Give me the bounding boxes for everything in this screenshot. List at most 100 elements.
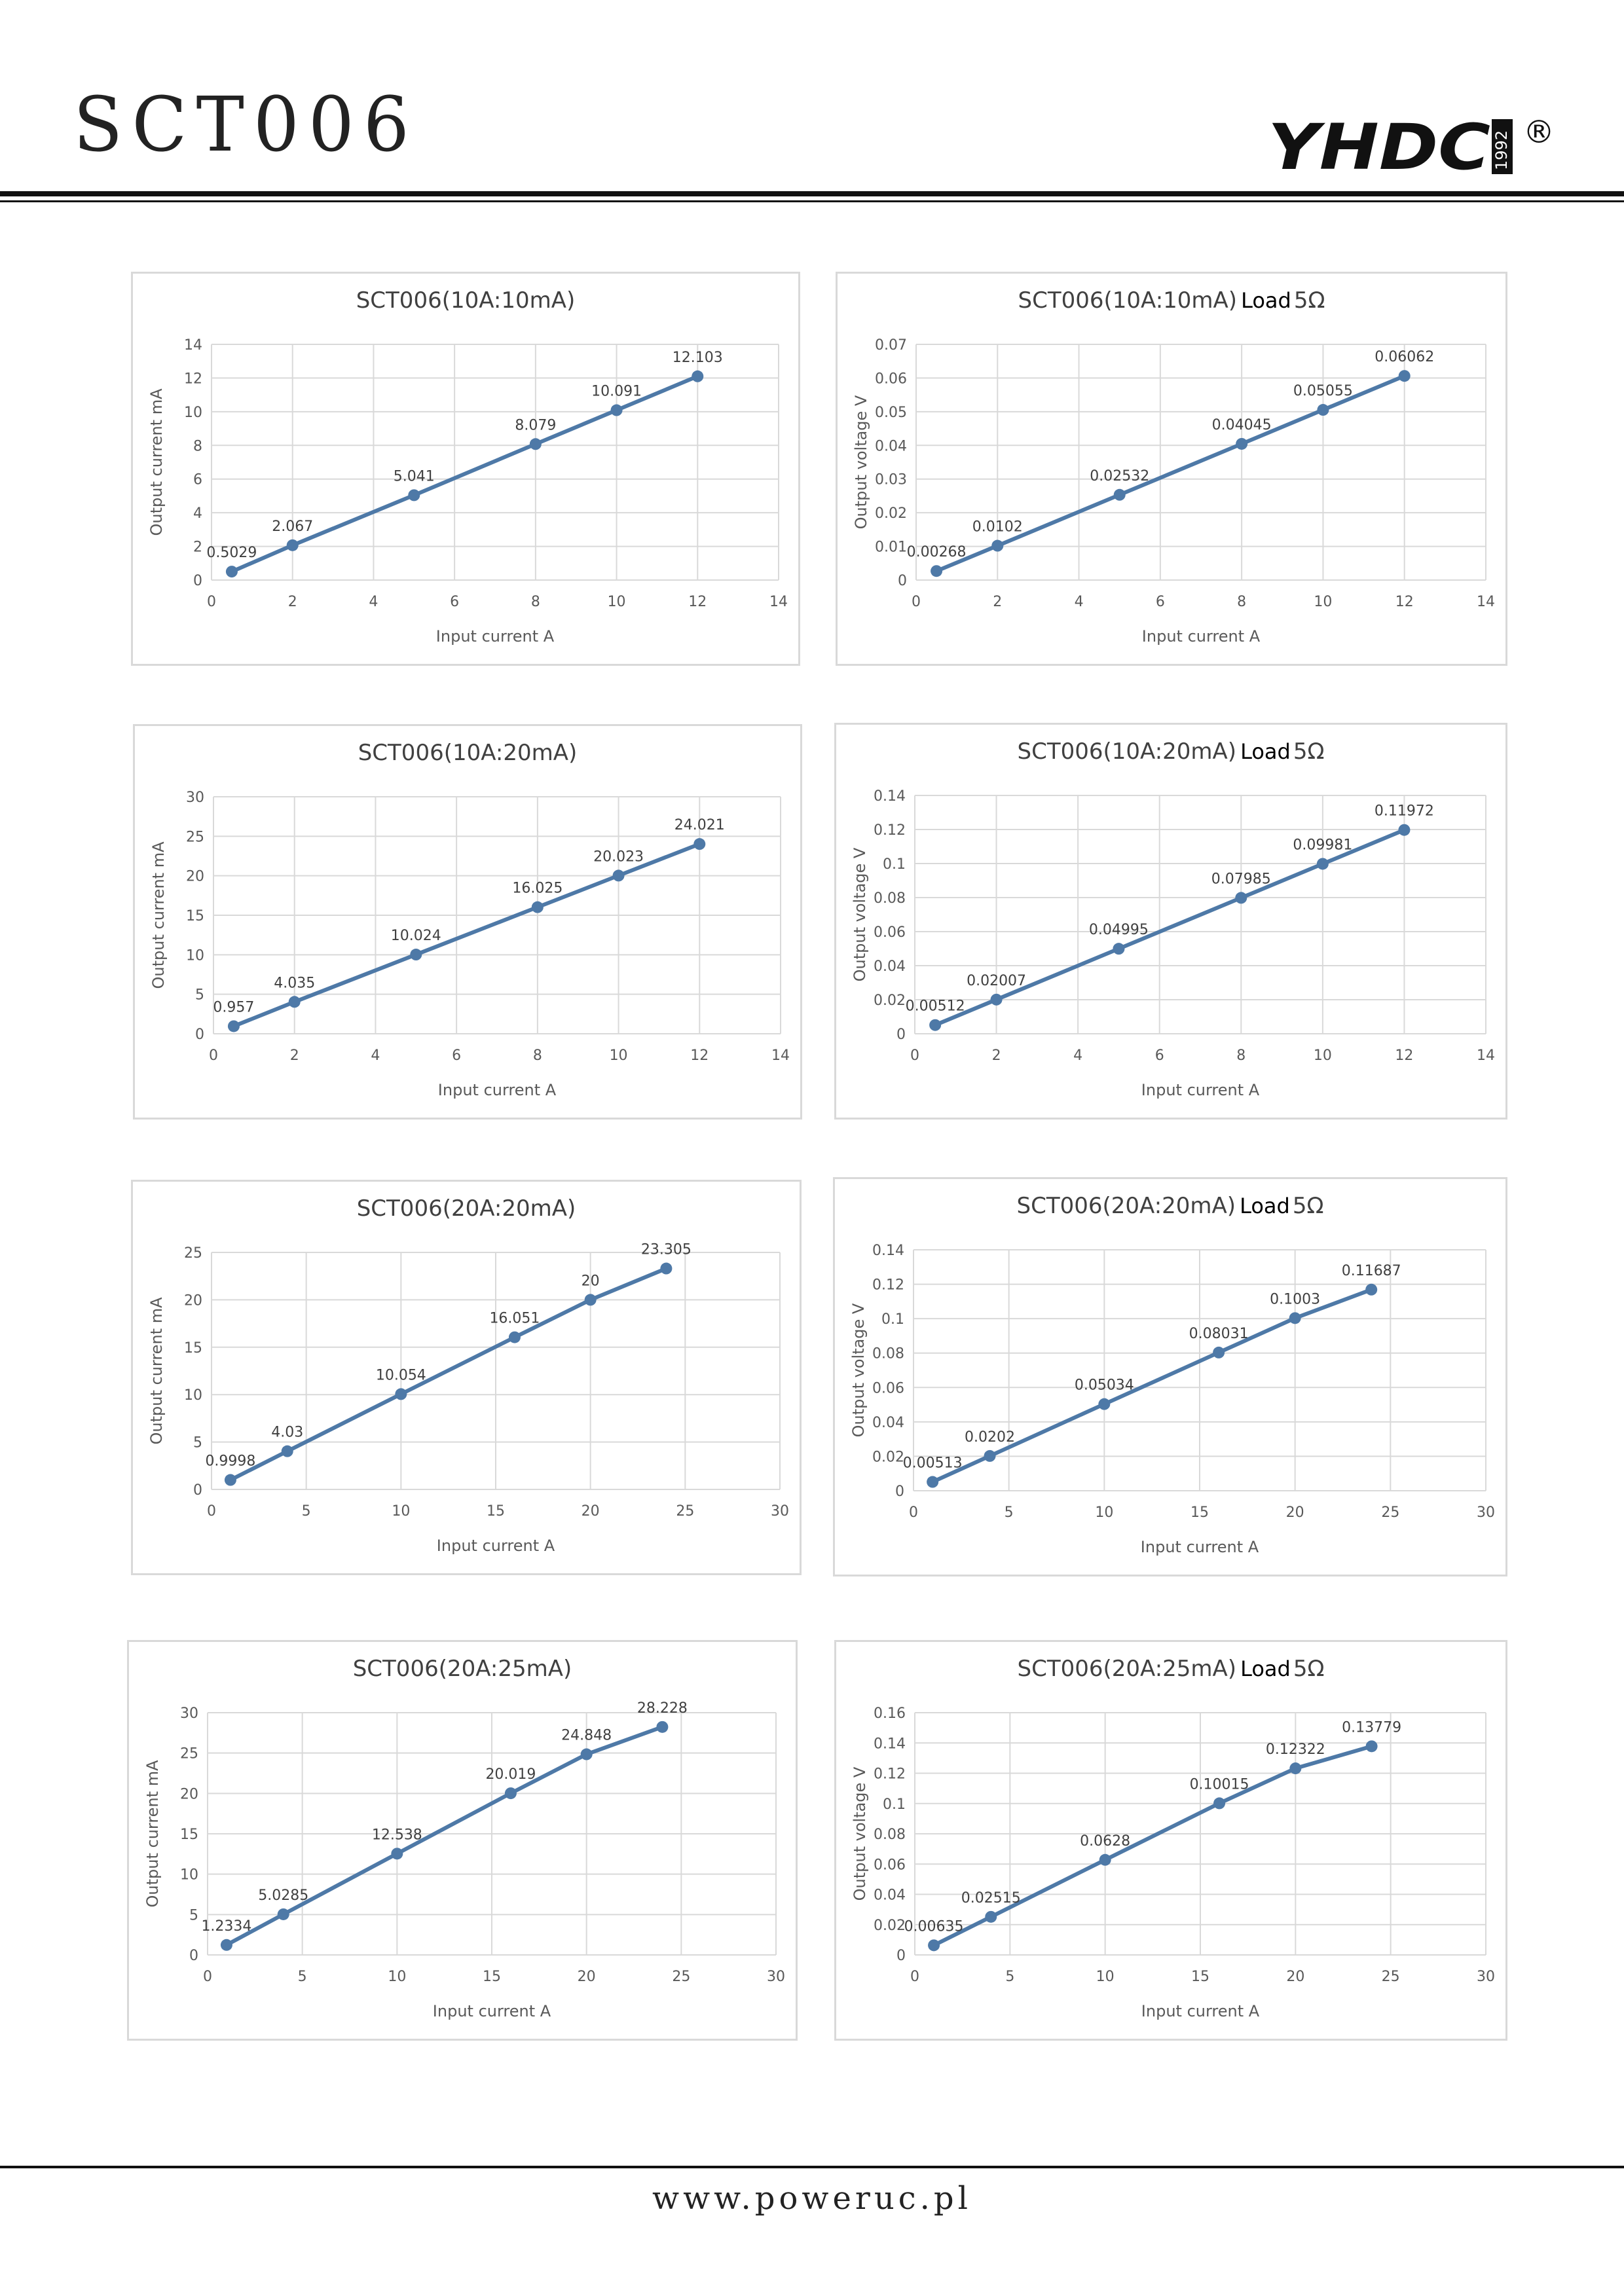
brand-year: 1992 (1492, 130, 1511, 170)
x-tick-label: 25 (672, 1969, 690, 1985)
data-label: 0.00513 (903, 1455, 963, 1472)
series-line (932, 1744, 1373, 1948)
x-tick-label: 12 (688, 594, 707, 610)
data-point (224, 1474, 236, 1486)
y-tick-label: 15 (184, 1340, 202, 1357)
data-point (656, 1721, 669, 1733)
x-tick-label: 12 (1395, 1048, 1413, 1064)
data-label: 4.035 (274, 975, 315, 991)
x-tick-label: 20 (578, 1969, 596, 1985)
y-tick-label: 0.06 (874, 924, 906, 941)
y-tick-label: 0.12 (874, 1766, 906, 1783)
data-label: 0.02515 (961, 1890, 1021, 1906)
y-tick-label: 0.01 (875, 539, 907, 556)
x-tick-label: 14 (1477, 1048, 1495, 1064)
y-tick-label: 0.02 (875, 505, 907, 522)
data-point (508, 1331, 521, 1343)
data-label: 0.05034 (1075, 1377, 1134, 1394)
data-point (391, 1848, 403, 1860)
y-tick-label: 5 (189, 1907, 198, 1923)
x-tick-label: 10 (388, 1969, 406, 1985)
y-tick-label: 0.06 (874, 1857, 906, 1873)
y-tick-label: 0.07 (875, 337, 907, 354)
registered-mark: ® (1523, 114, 1555, 151)
data-label: 0.05055 (1293, 383, 1353, 399)
y-tick-label: 0.03 (875, 472, 907, 488)
data-point (1289, 1762, 1302, 1775)
brand-year-box (1492, 119, 1513, 174)
x-tick-label: 8 (1237, 594, 1246, 610)
y-tick-label: 0.05 (875, 405, 907, 421)
y-tick-label: 0.06 (875, 371, 907, 387)
y-tick-label: 20 (186, 869, 204, 885)
x-tick-label: 20 (1286, 1504, 1304, 1521)
y-tick-label: 0 (898, 573, 907, 589)
chart-panel-2: SCT006(10A:10mA) Load 5Ω 0 0.01 0.02 0.03 0.04 0… (836, 272, 1507, 666)
series-line (232, 842, 701, 1029)
x-tick-label: 2 (290, 1048, 299, 1064)
data-label: 0.04045 (1212, 417, 1272, 433)
x-tick-label: 10 (1314, 1048, 1332, 1064)
data-point (985, 1910, 997, 1923)
x-tick-label: 10 (608, 594, 626, 610)
chart-panel-6: SCT006(20A:20mA) Load 5Ω 0 0.02 0.04 0.06 0.08 0… (833, 1177, 1507, 1576)
data-label: 0.12322 (1266, 1741, 1325, 1758)
y-tick-label: 10 (186, 947, 204, 964)
data-label: 8.079 (515, 417, 556, 433)
data-point (991, 539, 1004, 552)
y-tick-label: 14 (184, 337, 202, 354)
x-axis-title: Input current A (436, 627, 555, 646)
x-tick-label: 0 (912, 594, 921, 610)
x-axis-title: Input current A (1141, 2002, 1260, 2020)
x-tick-label: 15 (1190, 1504, 1209, 1521)
y-tick-label: 0 (193, 1482, 202, 1499)
data-point (504, 1787, 517, 1800)
y-tick-label: 8 (193, 438, 202, 454)
data-point (693, 838, 706, 850)
x-tick-label: 25 (1382, 1969, 1400, 1985)
y-tick-label: 0.14 (874, 788, 906, 805)
y-tick-label: 0.08 (874, 1827, 906, 1843)
chart-panel-3: SCT006(10A:20mA) 0 5 10 15 20 25 30 0 2 4 6 8 10 12 14 I… (133, 724, 802, 1120)
brand-logo: YHDC 1992 ® (1268, 111, 1555, 183)
chart-title-text: SCT006(10A:10mA) (1018, 287, 1238, 314)
data-label: 12.103 (673, 350, 723, 366)
x-axis-title: Input current A (1141, 1538, 1259, 1556)
x-tick-label: 0 (207, 594, 216, 610)
x-tick-label: 5 (302, 1503, 311, 1520)
x-tick-label: 12 (1395, 594, 1414, 610)
brand-name: YHDC (1268, 111, 1490, 183)
x-tick-label: 10 (1314, 594, 1332, 610)
x-tick-label: 0 (910, 1969, 919, 1985)
data-point (531, 901, 544, 913)
x-tick-label: 14 (769, 594, 788, 610)
chart-title-text: SCT006(10A:20mA) (1018, 738, 1237, 765)
x-tick-label: 6 (452, 1048, 461, 1064)
x-tick-label: 10 (392, 1503, 410, 1520)
data-point (529, 438, 542, 450)
y-axis-title: Output voltage V (851, 1766, 869, 1901)
y-axis-title: Output voltage V (851, 847, 869, 981)
data-point (929, 1019, 942, 1031)
series-line (225, 1725, 663, 1947)
header-rule (0, 191, 1624, 196)
x-axis-title: Input current A (1141, 1081, 1260, 1099)
data-label: 0.04995 (1089, 922, 1149, 938)
data-point (1235, 892, 1247, 904)
chart-title: SCT006(10A:20mA) Load 5Ω (1018, 738, 1325, 765)
x-tick-label: 8 (533, 1048, 542, 1064)
x-tick-label: 8 (1236, 1048, 1246, 1064)
y-tick-label: 0.16 (874, 1705, 906, 1722)
x-tick-label: 25 (676, 1503, 694, 1520)
x-tick-label: 0 (909, 1504, 918, 1521)
series-line (229, 1266, 667, 1482)
footer-rule (0, 2166, 1624, 2168)
y-tick-label: 5 (195, 987, 204, 1004)
data-label: 20.023 (593, 848, 644, 865)
x-tick-label: 8 (531, 594, 540, 610)
chart-title-text: SCT006(20A:25mA) (1018, 1656, 1237, 1682)
data-point (1213, 1346, 1225, 1358)
data-point (1236, 437, 1248, 450)
y-tick-label: 0.04 (872, 1415, 904, 1431)
chart-title-text: SCT006(10A:10mA) (356, 287, 576, 314)
